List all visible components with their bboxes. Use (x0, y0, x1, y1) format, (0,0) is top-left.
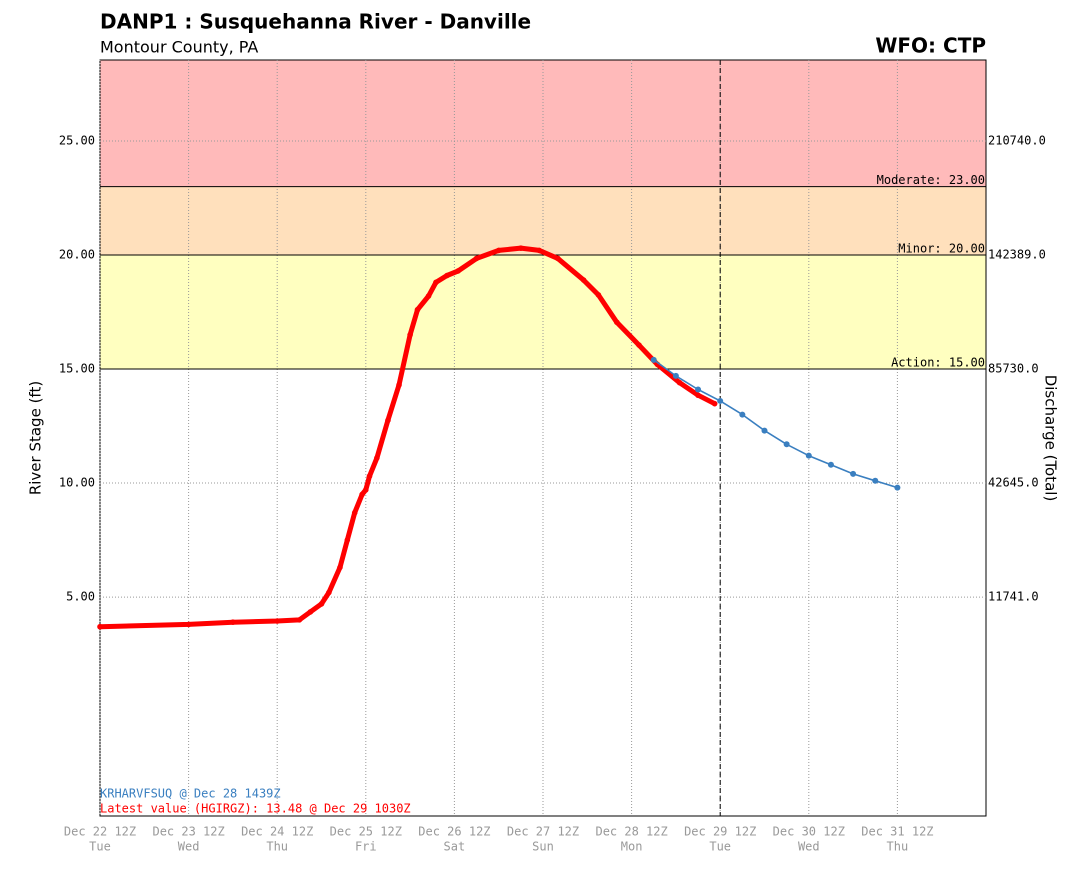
data-point (363, 487, 369, 493)
data-point (711, 400, 718, 407)
x-tick-day: Tue (709, 840, 731, 854)
y2-tick-label: 11741.0 (988, 590, 1039, 604)
data-point (307, 609, 314, 615)
annotation: Latest value (HGIRGZ): 13.48 @ Dec 29 10… (100, 802, 411, 816)
x-tick-label: Dec 31 12Z (861, 825, 933, 839)
y-axis-label: River Stage (ft) (27, 381, 45, 495)
data-point (425, 293, 432, 299)
y2-axis-label: Discharge (Total) (1042, 375, 1060, 502)
data-point (805, 452, 812, 459)
annotation: KRHARVFSUQ @ Dec 28 1439Z (100, 787, 281, 801)
data-point (366, 473, 373, 479)
data-point (676, 379, 683, 386)
data-point (455, 268, 461, 274)
x-tick-day: Thu (887, 840, 909, 854)
y-tick-label: 15.00 (59, 362, 95, 376)
x-tick-day: Wed (178, 840, 200, 854)
x-tick-label: Dec 30 12Z (773, 825, 845, 839)
data-point (318, 601, 325, 607)
data-point (296, 617, 303, 623)
data-point (444, 272, 450, 279)
data-point (396, 382, 402, 388)
x-tick-day: Thu (266, 840, 288, 854)
data-point (374, 455, 380, 461)
data-point (739, 411, 746, 418)
data-point (827, 461, 834, 468)
x-tick-day: Sun (532, 840, 554, 854)
threshold-label: Moderate: 23.00 (877, 173, 985, 187)
data-point (783, 441, 790, 448)
y-tick-label: 5.00 (66, 590, 95, 604)
x-tick-day: Mon (621, 840, 643, 854)
office: WFO: CTP (875, 34, 986, 58)
data-point (359, 491, 365, 498)
x-tick-label: Dec 25 12Z (330, 825, 402, 839)
threshold-label: Action: 15.00 (891, 356, 985, 370)
data-point (650, 356, 657, 363)
y2-tick-label: 42645.0 (988, 476, 1039, 490)
x-tick-day: Tue (89, 840, 111, 854)
data-point (337, 564, 343, 571)
series-line (653, 359, 899, 489)
x-tick-label: Dec 24 12Z (241, 825, 313, 839)
data-point (344, 537, 351, 543)
data-point (495, 247, 502, 254)
data-point (636, 342, 642, 348)
x-tick-day: Sat (444, 840, 466, 854)
data-point (717, 397, 724, 404)
data-point (595, 292, 602, 298)
data-point (672, 372, 679, 379)
x-tick-label: Dec 29 12Z (684, 825, 756, 839)
data-point (97, 623, 103, 630)
data-point (185, 621, 192, 628)
data-point (274, 618, 281, 624)
y2-tick-label: 142389.0 (988, 247, 1046, 261)
data-point (850, 470, 857, 477)
data-point (407, 332, 413, 338)
x-tick-label: Dec 27 12Z (507, 825, 579, 839)
threshold-label: Minor: 20.00 (898, 241, 985, 255)
data-point (580, 277, 587, 283)
data-point (761, 427, 768, 434)
data-point (433, 279, 439, 286)
data-point (473, 255, 480, 262)
data-point (894, 484, 901, 491)
subtitle: Montour County, PA (100, 38, 258, 57)
x-tick-label: Dec 23 12Z (152, 825, 224, 839)
x-tick-day: Wed (798, 840, 820, 854)
x-tick-label: Dec 26 12Z (418, 825, 490, 839)
data-point (695, 392, 701, 399)
x-tick-label: Dec 22 12Z (64, 825, 136, 839)
data-point (414, 306, 421, 313)
data-point (554, 255, 561, 262)
data-point (536, 247, 543, 254)
data-point (695, 386, 702, 393)
data-point (351, 509, 358, 516)
data-point (385, 417, 391, 424)
data-point (518, 245, 524, 251)
x-tick-day: Fri (355, 840, 377, 854)
data-point (326, 589, 332, 596)
flood-band (100, 186, 986, 255)
data-point (872, 477, 879, 484)
chart-title: DANP1 : Susquehanna River - Danville (100, 10, 531, 34)
y2-tick-label: 210740.0 (988, 133, 1046, 147)
x-tick-label: Dec 28 12Z (595, 825, 667, 839)
data-point (230, 619, 236, 625)
y2-tick-label: 85730.0 (988, 362, 1039, 376)
data-point (614, 319, 620, 326)
y-tick-label: 10.00 (59, 476, 95, 490)
y-tick-label: 25.00 (59, 133, 95, 147)
y-tick-label: 20.00 (59, 247, 95, 261)
